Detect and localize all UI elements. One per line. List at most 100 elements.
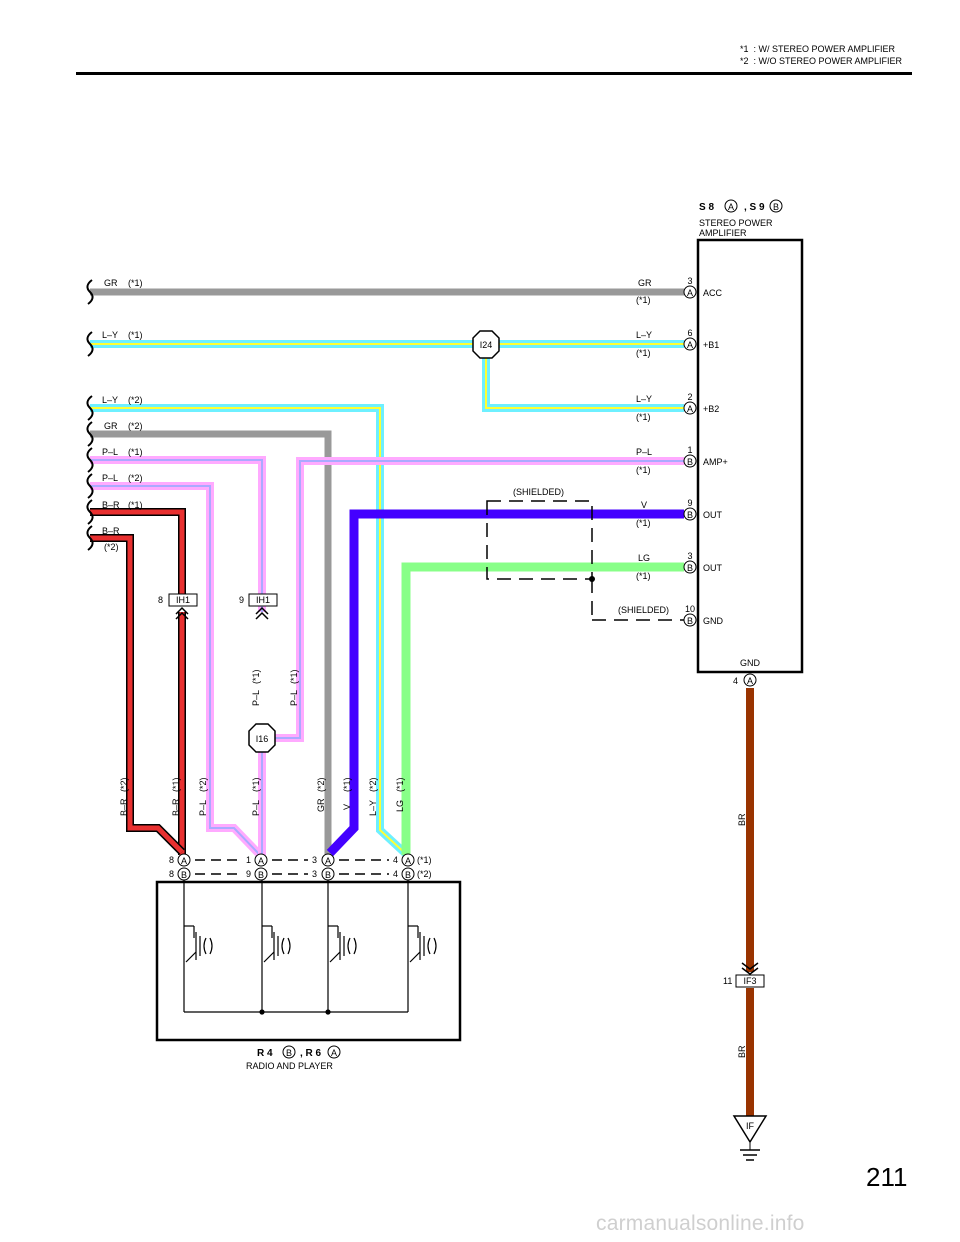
svg-text:IF3: IF3 <box>743 976 756 986</box>
radio-connector-a: A <box>327 1045 341 1059</box>
watermark: carmanualsonline.info <box>596 1212 805 1235</box>
svg-text:B: B <box>258 870 264 880</box>
svg-text:GND: GND <box>740 658 761 668</box>
amp-ground-pin: GND 4 A <box>733 658 761 687</box>
wire-lg <box>401 562 684 855</box>
svg-text:(*2): (*2) <box>104 542 119 552</box>
vlabel-gr-2: GR <box>316 798 326 812</box>
svg-text:IH1: IH1 <box>176 595 190 605</box>
radio-connector-row-a: 8 A 1 A 3 A 4 A (*1) <box>169 853 432 867</box>
svg-text:2: 2 <box>687 392 692 402</box>
amplifier-code-2: , S 9 <box>744 202 765 213</box>
left-label-pl2: P–L (*2) <box>102 473 143 483</box>
svg-text:B: B <box>325 870 331 880</box>
amplifier-name-2: AMPLIFIER <box>699 228 747 238</box>
shield-enclosure <box>486 500 684 621</box>
vlabel-br-2: B–R <box>119 798 129 816</box>
svg-text:(*1): (*1) <box>636 295 651 305</box>
wire-pl-ih1 <box>90 456 266 612</box>
svg-text:L–Y: L–Y <box>636 394 652 404</box>
svg-text:3: 3 <box>687 276 692 286</box>
svg-text:P–L: P–L <box>102 473 118 483</box>
connector-if3: IF3 11 <box>723 962 765 988</box>
amp-pin-acc: 3 A ACC GR (*1) <box>636 276 723 305</box>
svg-text:4: 4 <box>393 855 398 865</box>
svg-text:B: B <box>687 616 693 626</box>
svg-text:8: 8 <box>169 869 174 879</box>
vlabel-br-1: B–R <box>171 798 181 816</box>
wire-v <box>326 509 684 857</box>
vlabel-pl-1b: P–L <box>289 690 299 706</box>
radio-code-1: R 4 <box>257 1048 273 1059</box>
svg-text:A: A <box>258 856 264 866</box>
svg-text:A: A <box>687 288 693 298</box>
svg-text:GND: GND <box>703 616 724 626</box>
svg-text:OUT: OUT <box>703 510 723 520</box>
svg-text:B–R: B–R <box>102 500 120 510</box>
svg-text:ACC: ACC <box>703 288 723 298</box>
svg-text:I24: I24 <box>480 340 493 350</box>
svg-text:B: B <box>687 510 693 520</box>
svg-text:4: 4 <box>393 869 398 879</box>
svg-text:B: B <box>773 202 779 212</box>
svg-text:10: 10 <box>685 604 695 614</box>
vlabel-br-2-note: (*2) <box>119 777 129 792</box>
svg-text:(*1): (*1) <box>636 348 651 358</box>
wire-br1 <box>90 508 186 855</box>
svg-text:A: A <box>331 1048 337 1058</box>
svg-text:A: A <box>687 404 693 414</box>
svg-text:(*2): (*2) <box>128 473 143 483</box>
vlabel-br-1-note: (*1) <box>171 777 181 792</box>
wire-br2 <box>90 534 185 855</box>
svg-text:6: 6 <box>687 328 692 338</box>
amp-pin-gnd: 10 B GND (SHIELDED) <box>618 604 724 627</box>
radio-name: RADIO AND PLAYER <box>246 1061 333 1071</box>
svg-text:9: 9 <box>246 869 251 879</box>
shielded-label: (SHIELDED) <box>513 487 564 497</box>
svg-text:A: A <box>325 856 331 866</box>
amplifier-connector-a: A <box>724 199 738 213</box>
vlabel-v-note: (*1) <box>342 777 352 792</box>
svg-text:(SHIELDED): (SHIELDED) <box>618 605 669 615</box>
svg-text:GR: GR <box>104 278 118 288</box>
svg-text:3: 3 <box>312 869 317 879</box>
wire-break-marks <box>86 279 94 551</box>
svg-text:GR: GR <box>104 421 118 431</box>
svg-text:(*1): (*1) <box>636 518 651 528</box>
svg-text:(*1): (*1) <box>636 465 651 475</box>
radio-internal-circuit <box>183 880 437 1015</box>
amplifier-connector-b: B <box>769 199 783 213</box>
vlabel-br-lower: BR <box>737 1045 747 1058</box>
radio-box <box>155 880 462 1042</box>
svg-text:A: A <box>728 202 734 212</box>
vlabel-pl-1c-note: (*1) <box>251 777 261 792</box>
radio-code-2: , R 6 <box>300 1048 322 1059</box>
svg-text:OUT: OUT <box>703 563 723 573</box>
vlabel-ly-2: L–Y <box>368 800 378 816</box>
radio-connector-b: B <box>282 1045 296 1059</box>
vlabel-pl-1c: P–L <box>251 800 261 816</box>
amp-pin-amp-plus: 1 B AMP+ P–L (*1) <box>636 445 728 475</box>
svg-text:A: A <box>181 856 187 866</box>
amp-pin-b1: 6 A +B1 L–Y (*1) <box>636 328 719 358</box>
svg-text:3: 3 <box>687 551 692 561</box>
svg-text:P–L: P–L <box>636 447 652 457</box>
page-number: 211 <box>866 1162 908 1192</box>
svg-text:8: 8 <box>158 595 163 605</box>
junction-i16: I16 <box>248 723 276 753</box>
left-label-pl1: P–L (*1) <box>102 447 143 457</box>
vlabel-pl-1a-note: (*1) <box>251 669 261 684</box>
svg-text:B–R: B–R <box>102 526 120 536</box>
svg-text:(*1): (*1) <box>128 447 143 457</box>
note-w-amplifier: *1 : W/ STEREO POWER AMPLIFIER <box>740 44 896 54</box>
svg-text:AMP+: AMP+ <box>703 457 728 467</box>
wire-pl-radio <box>90 482 263 858</box>
amplifier-box <box>696 238 804 674</box>
vlabel-lg-note: (*1) <box>395 777 405 792</box>
vlabel-gr-2-note: (*2) <box>316 777 326 792</box>
svg-text:I16: I16 <box>256 734 269 744</box>
svg-text:B: B <box>286 1048 292 1058</box>
svg-text:B: B <box>687 457 693 467</box>
svg-text:9: 9 <box>239 595 244 605</box>
svg-text:LG: LG <box>638 553 650 563</box>
